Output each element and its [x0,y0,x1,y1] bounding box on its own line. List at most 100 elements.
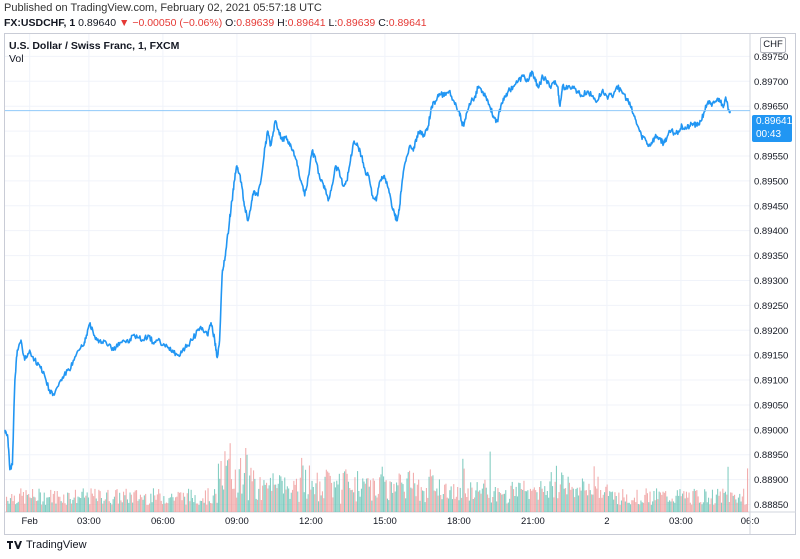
volume-bar [126,499,128,512]
volume-bar [683,491,685,512]
volume-bar [407,472,409,512]
volume-bar [428,476,430,512]
volume-bar [741,496,743,512]
volume-bar [277,483,279,512]
volume-bar [536,492,538,512]
volume-bar [618,492,620,512]
volume-bar [652,501,654,512]
volume-bar [446,497,448,512]
volume-bar [338,473,340,512]
chart-frame [4,33,796,535]
volume-bar [540,481,542,512]
volume-bar [561,472,563,512]
volume-bar [732,495,734,512]
volume-bar [312,487,314,512]
volume-bar [601,497,603,512]
volume-bar [295,478,297,512]
volume-bar [485,487,487,512]
volume-bar [178,492,180,512]
volume-bar [431,476,433,512]
volume-bar [347,481,349,512]
volume-bar [411,488,413,512]
volume-bar [344,471,346,512]
volume-bar [9,498,11,512]
volume-bar [410,487,412,512]
volume-bar [72,499,74,512]
volume-bar [397,485,399,512]
volume-bar [240,458,242,512]
volume-bar [531,490,533,512]
volume-bar [125,488,127,512]
volume-bar [403,491,405,512]
volume-bar [341,489,343,512]
volume-bar [696,490,698,512]
volume-bar [288,488,290,512]
volume-bar [541,488,543,512]
volume-bar [635,502,637,512]
volume-bar [375,495,377,512]
symbol-label: FX:USDCHF, 1 [4,17,76,29]
y-tick-label: 0.89750 [754,52,788,63]
volume-bar [229,443,231,512]
volume-bar [549,481,551,512]
volume-bar [43,492,45,512]
volume-bar [451,499,453,512]
change-down-icon: ▼ [119,17,130,29]
volume-bar [89,504,91,512]
volume-bar [30,498,32,512]
volume-bar [321,491,323,512]
volume-bar [234,469,236,512]
volume-bar [398,473,400,512]
volume-bar [685,491,687,512]
volume-bar [158,489,160,512]
volume-bar [376,497,378,512]
volume-bar [576,487,578,512]
volume-bar [488,497,490,512]
volume-bar [423,491,425,512]
volume-bar [246,454,248,512]
volume-bar [81,491,83,512]
volume-bar [329,475,331,512]
volume-bar [176,496,178,512]
currency-badge[interactable]: CHF [760,37,786,53]
volume-bar [476,482,478,512]
volume-bar [180,492,182,512]
volume-bar [628,502,630,512]
volume-bar [332,497,334,512]
volume-bar [721,502,723,512]
volume-bar [130,494,132,512]
volume-bar [533,487,535,512]
volume-bar [700,502,702,512]
volume-bar [232,488,234,512]
volume-bar [441,499,443,512]
volume-bar [575,489,577,512]
volume-bar [76,503,78,512]
volume-bar [610,492,612,512]
volume-bar [259,477,261,512]
volume-bar [227,460,229,512]
volume-bar [467,488,469,512]
volume-bar [396,482,398,512]
volume-bar [429,469,431,512]
volume-bar [233,488,235,512]
volume-bar [236,497,238,512]
volume-bar [245,448,247,512]
volume-bar [509,498,511,512]
volume-bar [212,495,214,512]
volume-bar [632,500,634,512]
volume-bar [392,492,394,512]
volume-bar [602,494,604,512]
volume-bar [28,494,30,512]
volume-bar [501,494,503,512]
volume-bar [570,489,572,512]
volume-bar [409,470,411,512]
volume-bar [571,486,573,512]
volume-bar [308,465,310,512]
volume-bar [714,503,716,512]
volume-bar [688,492,690,512]
volume-bar [149,503,151,512]
volume-bar [328,472,330,512]
volume-bar [137,500,139,512]
volume-bar [207,488,209,512]
